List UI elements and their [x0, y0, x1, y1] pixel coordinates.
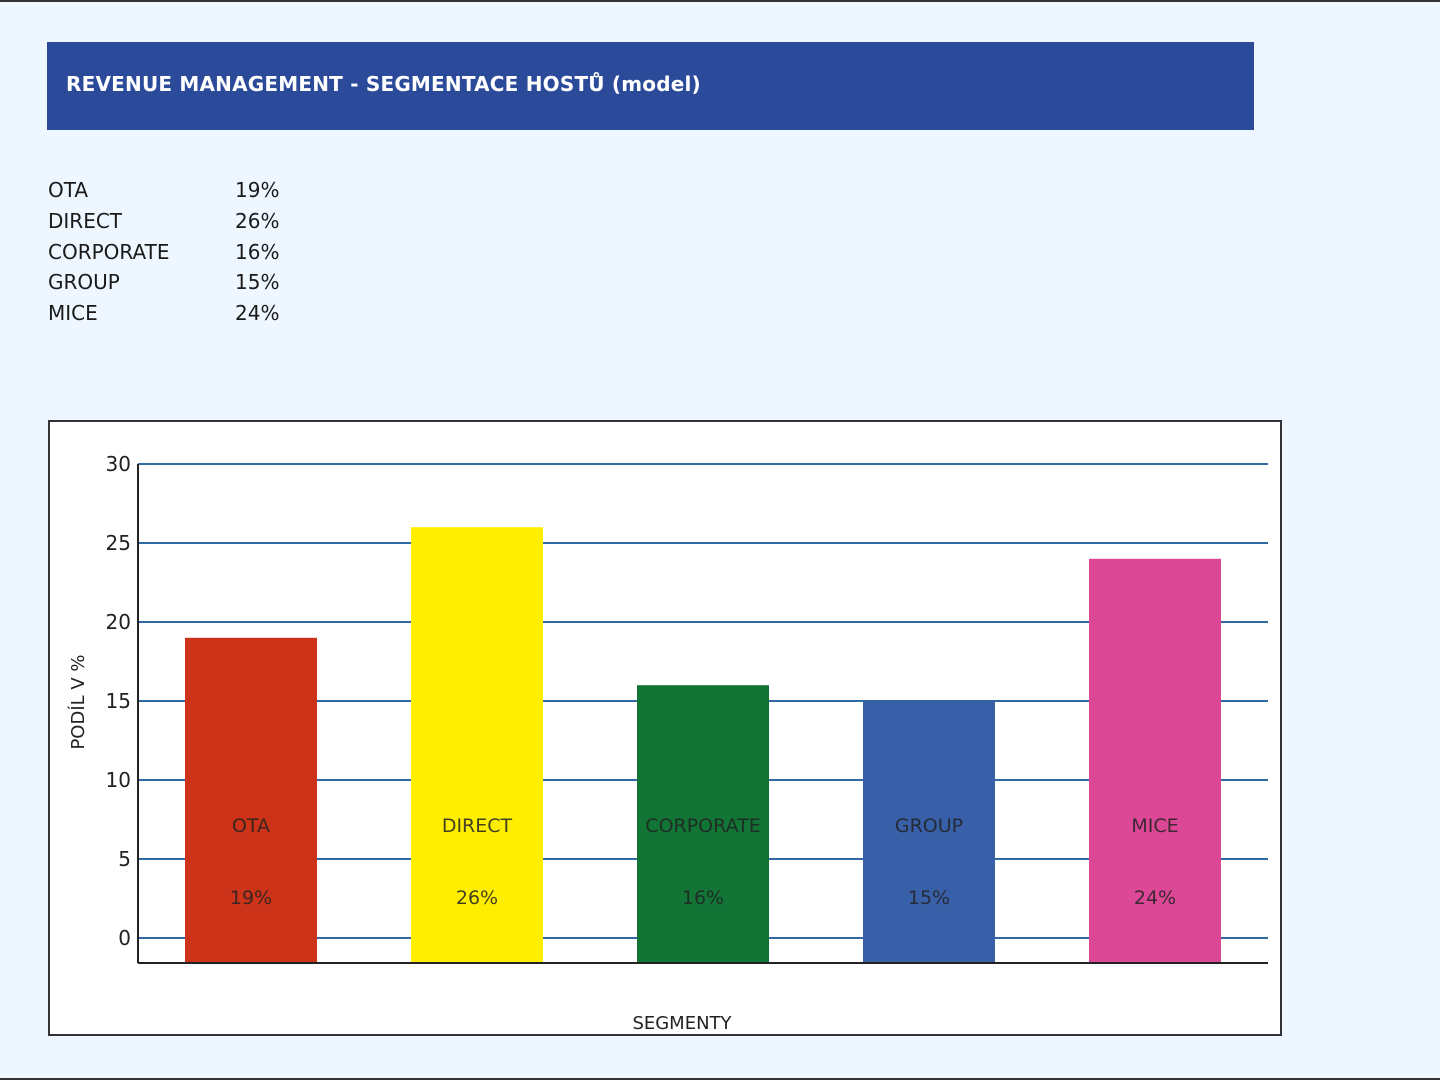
bar-category-label: OTA [232, 815, 270, 837]
summary-value: 19% [235, 178, 280, 202]
bar-category-label: GROUP [895, 815, 963, 837]
bar-value-label: 19% [230, 887, 272, 909]
summary-value: 15% [235, 270, 280, 295]
summary-label: OTA [48, 178, 89, 202]
bar-category-label: MICE [1131, 815, 1178, 837]
bar-value-label: 15% [908, 887, 950, 909]
summary-value: 26% [235, 208, 280, 233]
y-tick-layer: 0 5 10 15 20 25 30 [106, 452, 131, 950]
bar-value-label: 24% [1134, 887, 1176, 909]
axis-layer [137, 464, 1268, 964]
bar-group [863, 701, 995, 963]
bar-mice [1089, 558, 1221, 963]
y-tick-label: 25 [106, 531, 131, 555]
x-axis-title: SEGMENTY [632, 1013, 732, 1034]
y-tick-label: 10 [106, 768, 131, 792]
bar-corporate [637, 685, 769, 963]
bar-value-label: 26% [456, 887, 498, 909]
summary-label: DIRECT [48, 208, 123, 233]
bar-label-layer: OTA 19% DIRECT 26% CORPORATE 16% GROUP 15% MICE 2… [230, 815, 1179, 909]
summary-value: 24% [235, 301, 280, 326]
y-tick-label: 15 [106, 689, 131, 713]
bar-direct [411, 527, 543, 963]
bar-value-label: 16% [682, 887, 724, 909]
summary-label: GROUP [48, 270, 120, 295]
y-axis-title: PODÍL V % [67, 654, 89, 749]
bar-layer [185, 527, 1221, 963]
summary-label: MICE [48, 301, 98, 326]
chart-container: 0 5 10 15 20 25 30 OTA 19% DIRECT 26% CORPORATE 16%… [48, 420, 1282, 1036]
summary-label: CORPORATE [48, 239, 170, 264]
bar-chart: 0 5 10 15 20 25 30 OTA 19% DIRECT 26% CORPORATE 16%… [67, 452, 1268, 1034]
y-tick-label: 0 [118, 926, 131, 950]
bar-ota [185, 637, 317, 963]
y-tick-label: 20 [106, 610, 131, 634]
y-tick-label: 5 [118, 847, 131, 871]
y-tick-label: 30 [106, 452, 131, 476]
header-banner: REVENUE MANAGEMENT - SEGMENTACE HOSTŮ (m… [47, 42, 1254, 130]
bar-category-label: DIRECT [442, 815, 513, 837]
bar-category-label: CORPORATE [645, 815, 760, 837]
summary-value: 16% [235, 239, 280, 264]
page-title: REVENUE MANAGEMENT - SEGMENTACE HOSTŮ (m… [66, 72, 701, 96]
